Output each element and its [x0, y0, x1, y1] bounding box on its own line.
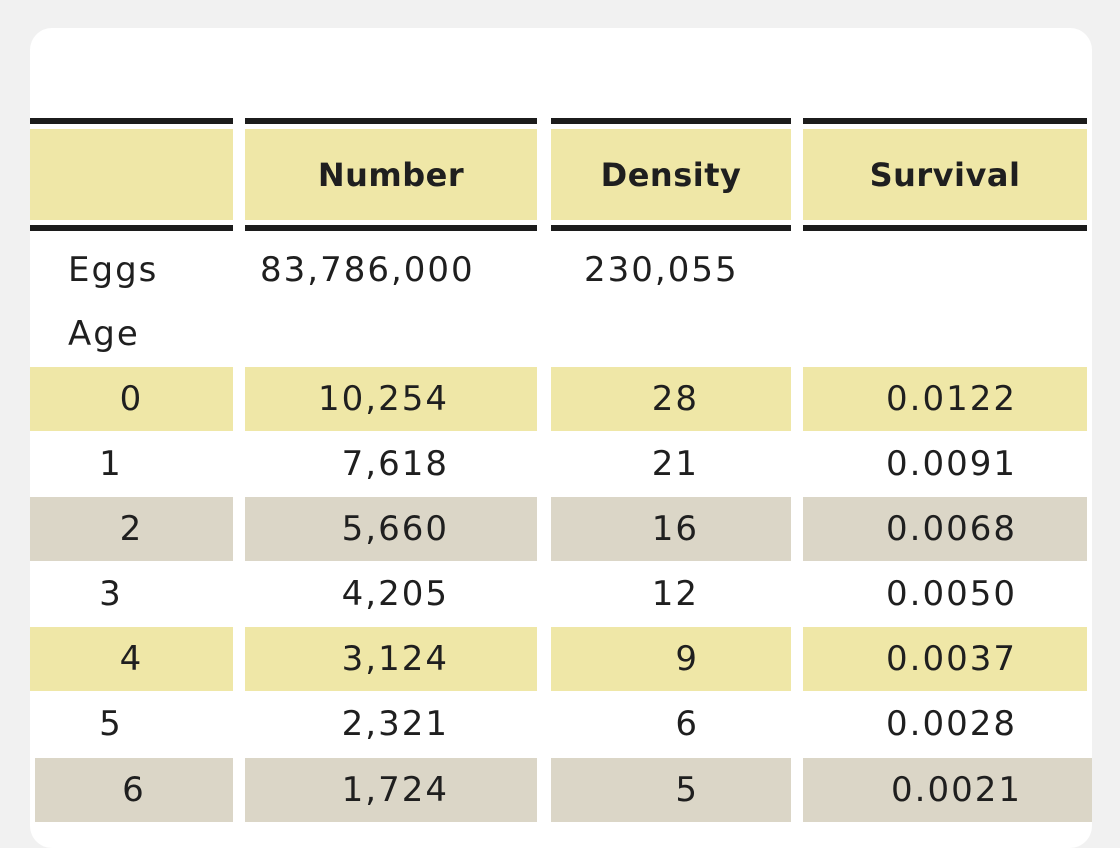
number-cell: 5,660: [245, 497, 537, 561]
survival-cell: 0.0028: [886, 704, 1017, 744]
number-cell: 1,724: [245, 758, 537, 822]
density-cell: 9: [551, 627, 791, 691]
number-cell: 3,124: [245, 627, 537, 691]
density-cell: 21: [651, 444, 699, 484]
header-survival: Survival: [803, 118, 1087, 231]
eggs-number: 83,786,000: [260, 250, 475, 290]
eggs-label: Eggs: [68, 250, 159, 290]
survival-cell: 0.0050: [886, 574, 1017, 614]
age-cell: 3: [99, 574, 123, 614]
age-cell: 0: [30, 367, 233, 431]
survival-cell: 0.0021: [803, 758, 1092, 822]
age-cell: 6: [35, 758, 233, 822]
age-cell: 4: [30, 627, 233, 691]
density-cell: 28: [551, 367, 791, 431]
table-page: Number Density Survival Eggs 83,786,000 …: [30, 28, 1092, 848]
age-label: Age: [68, 314, 140, 354]
number-cell: 10,254: [245, 367, 537, 431]
header-empty-cell: [30, 118, 233, 231]
survival-cell: 0.0037: [803, 627, 1087, 691]
number-cell: 4,205: [341, 574, 449, 614]
header-number: Number: [245, 118, 537, 231]
density-cell: 6: [675, 704, 699, 744]
density-cell: 16: [551, 497, 791, 561]
density-cell: 12: [651, 574, 699, 614]
survival-cell: 0.0122: [803, 367, 1087, 431]
age-cell: 1: [99, 444, 123, 484]
header-density: Density: [551, 118, 791, 231]
number-cell: 2,321: [341, 704, 449, 744]
number-cell: 7,618: [341, 444, 449, 484]
eggs-density: 230,055: [584, 250, 739, 290]
age-cell: 5: [99, 704, 123, 744]
survival-cell: 0.0091: [886, 444, 1017, 484]
age-cell: 2: [30, 497, 233, 561]
survival-cell: 0.0068: [803, 497, 1087, 561]
density-cell: 5: [551, 758, 791, 822]
